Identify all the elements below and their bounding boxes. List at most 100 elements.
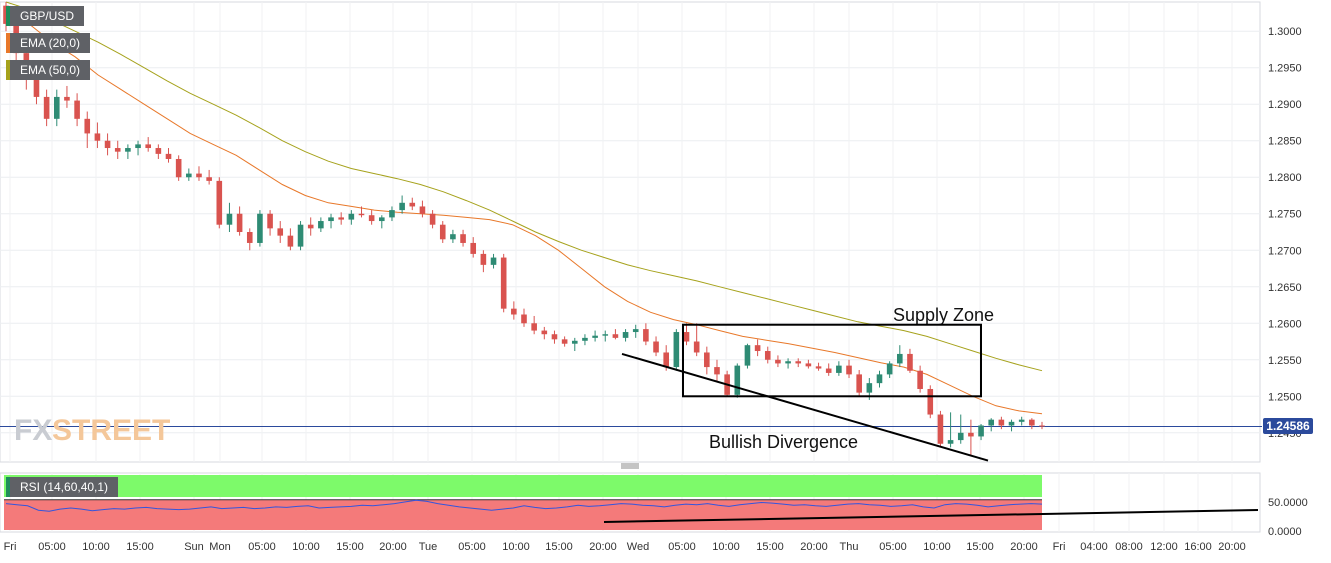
candle-body [358, 213, 365, 216]
legend-ema20[interactable]: EMA (20,0) [6, 33, 91, 53]
price-tick-label: 1.2500 [1268, 391, 1302, 403]
rsi-tick-label: 50.0000 [1268, 497, 1308, 509]
price-tick-label: 1.2600 [1268, 318, 1302, 330]
candle-body [805, 363, 812, 367]
candle-body [125, 148, 131, 152]
time-tick-label: 20:00 [379, 541, 407, 553]
candle-body [876, 374, 883, 384]
candle-body [226, 213, 233, 225]
candle-body [267, 213, 273, 229]
candle-body [957, 432, 964, 441]
time-tick-label: 12:00 [1150, 541, 1178, 553]
candle-body [775, 359, 781, 364]
time-tick-label: Fri [4, 541, 17, 553]
price-tick-label: 1.2550 [1268, 355, 1302, 367]
main-pane [0, 1, 1261, 463]
candle-body [94, 133, 101, 141]
time-tick-label: Sun [184, 541, 204, 553]
candle-body [409, 202, 416, 207]
candle-body [764, 351, 771, 360]
time-tick-label: 08:00 [1115, 541, 1143, 553]
price-tick-label: 1.2700 [1268, 245, 1302, 257]
time-tick-label: 15:00 [126, 541, 154, 553]
candle-body [389, 210, 395, 218]
candle-body [866, 383, 873, 393]
supply-zone-label: Supply Zone [893, 305, 994, 325]
candle-body [693, 341, 700, 353]
candle-body [582, 337, 588, 341]
candle-body [277, 228, 284, 236]
candle-body [490, 257, 497, 265]
bullish-divergence-trendline [621, 352, 989, 462]
candle-body [429, 213, 436, 225]
candle-body [917, 370, 923, 389]
legend-ema50[interactable]: EMA (50,0) [6, 60, 91, 80]
candle-body [257, 213, 263, 243]
candle-body [907, 353, 913, 371]
candle-body [897, 353, 903, 364]
candle-body [500, 257, 507, 309]
candle-body [511, 308, 517, 315]
time-tick-label: 05:00 [458, 541, 486, 553]
time-tick-label: 15:00 [545, 541, 573, 553]
candle-body [602, 334, 609, 336]
rsi-line [5, 499, 1043, 512]
time-tick-label: 10:00 [82, 541, 110, 553]
candle-body [704, 352, 710, 368]
candle-body [795, 361, 802, 364]
candle-body [338, 217, 344, 220]
time-tick-label: 10:00 [502, 541, 530, 553]
candle-body [1018, 419, 1025, 422]
candle-body [531, 323, 537, 331]
candle-body [43, 96, 50, 119]
rsi-tick-label: 0.0000 [1268, 526, 1302, 538]
price-tick-label: 1.3000 [1268, 26, 1302, 38]
annotation-layer: Supply Zone Bullish Divergence [621, 305, 994, 462]
candle-body [622, 332, 629, 338]
time-tick-label: Tue [419, 541, 438, 553]
candle-body [419, 206, 426, 214]
rsi-oversold-band [4, 499, 1042, 530]
candle-body [998, 419, 1005, 426]
candle-body [968, 432, 974, 437]
price-tick-label: 1.2650 [1268, 282, 1302, 294]
price-tick-label: 1.2750 [1268, 209, 1302, 221]
candle-body [754, 345, 761, 352]
last-price-tag: 1.24586 [1263, 418, 1313, 434]
candle-body [815, 366, 822, 369]
rsi-divergence-trendline [603, 509, 1259, 523]
legend-symbol[interactable]: GBP/USD [6, 6, 85, 26]
candle-body [846, 365, 852, 375]
candle-body [74, 100, 80, 119]
candle-body [135, 144, 141, 149]
candle-body [734, 365, 741, 395]
time-tick-label: 04:00 [1080, 541, 1108, 553]
candle-body [328, 217, 334, 222]
candle-body [53, 96, 60, 119]
candle-body [785, 361, 791, 364]
candle-body [1039, 425, 1045, 427]
candle-body [683, 332, 690, 342]
candle-body [33, 75, 40, 97]
candle-body [145, 144, 151, 149]
candle-body [988, 419, 995, 426]
time-tick-label: 15:00 [336, 541, 364, 553]
time-tick-label: 15:00 [966, 541, 994, 553]
candle-body [1008, 421, 1015, 426]
candle-body [379, 217, 385, 222]
candle-body [155, 148, 162, 154]
candle-body [673, 332, 680, 368]
candle-body [663, 352, 669, 368]
candle-body [1029, 419, 1035, 426]
fxstreet-watermark: FX STREET [14, 414, 170, 447]
candle-body [744, 345, 751, 366]
candle-body [470, 242, 477, 254]
legend-rsi[interactable]: RSI (14,60,40,1) [6, 477, 119, 497]
candle-body [307, 224, 314, 229]
time-tick-label: 15:00 [756, 541, 784, 553]
pane-splitter-handle[interactable] [620, 463, 640, 469]
time-tick-label: Mon [209, 541, 230, 553]
time-tick-label: 10:00 [712, 541, 740, 553]
watermark-fx: FX [14, 414, 52, 447]
